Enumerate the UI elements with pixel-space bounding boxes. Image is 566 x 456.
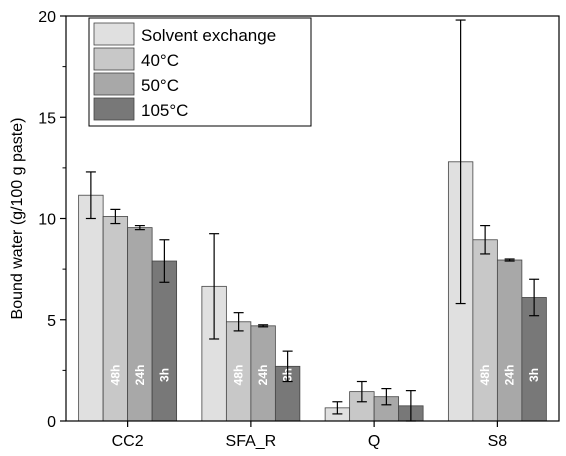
bar (521, 297, 547, 422)
legend-label: 40°C (141, 51, 179, 70)
x-tick-label: Q (368, 433, 380, 450)
x-tick-label: CC2 (112, 433, 144, 450)
bar-label: 48h (478, 365, 492, 386)
legend-label: 50°C (141, 76, 179, 95)
legend-label: 105°C (141, 101, 188, 120)
y-tick-label: 15 (38, 110, 56, 127)
y-tick-label: 20 (38, 9, 56, 26)
x-tick-label: SFA_R (226, 433, 277, 450)
bar-label: 3h (157, 368, 171, 382)
bar (274, 365, 301, 422)
x-tick-label: S8 (488, 433, 508, 450)
legend-label: Solvent exchange (141, 26, 276, 45)
bar-label: 48h (232, 365, 246, 386)
y-tick-label: 10 (38, 212, 56, 229)
bar (496, 259, 523, 422)
legend-swatch (93, 22, 135, 46)
bars-layer (78, 161, 547, 422)
bar (102, 216, 129, 422)
bar-label: 3h (527, 368, 541, 382)
y-tick-label: 0 (47, 414, 56, 431)
y-axis-title: Bound water (g/100 g paste) (9, 118, 26, 320)
bar (127, 227, 153, 422)
error-bars-layer (85, 19, 540, 422)
bar-label: 24h (256, 365, 270, 386)
bar (78, 194, 104, 422)
axes-layer: 0 5 10 15 20 CC2 SFA_R Q S8 (38, 9, 507, 450)
bar-labels-layer: 48h 24h 3h 48h 24h 3h 48h 24h 3h (108, 365, 541, 386)
bar (225, 321, 252, 422)
legend: Solvent exchange 40°C 50°C 105°C (88, 17, 312, 127)
y-tick-label: 5 (47, 313, 56, 330)
bar (472, 239, 498, 422)
bar-label: 48h (108, 365, 122, 386)
bar-label: 24h (133, 365, 147, 386)
legend-swatch (93, 72, 135, 96)
bar (151, 260, 178, 422)
legend-swatch (93, 47, 135, 71)
legend-swatch (93, 97, 135, 121)
bar-label: 24h (503, 365, 517, 386)
